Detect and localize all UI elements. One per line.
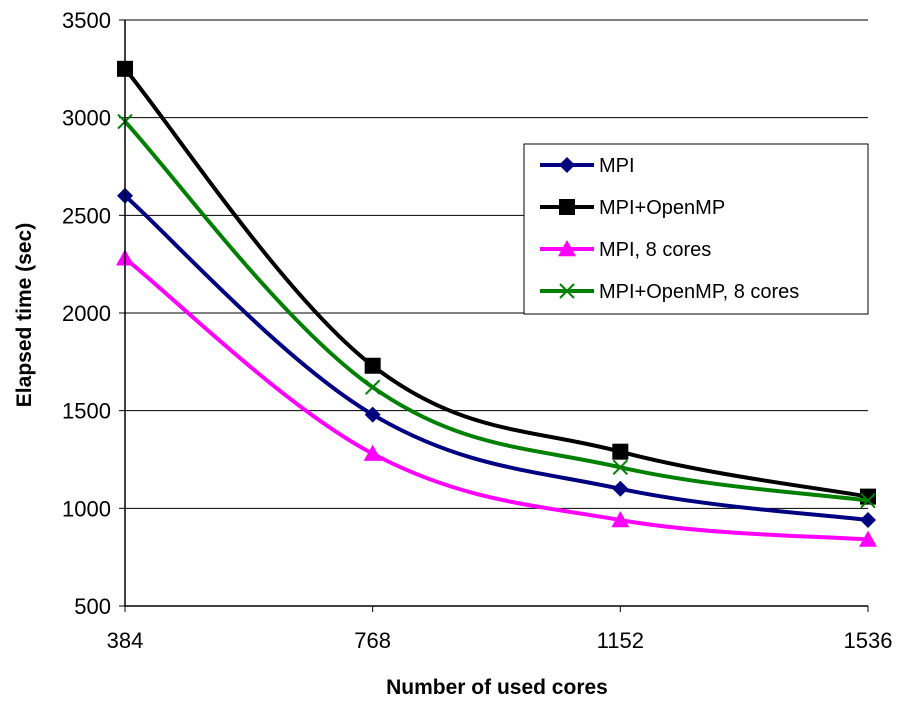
y-tick-label: 500 xyxy=(74,594,111,619)
y-tick-label: 1000 xyxy=(62,496,111,521)
x-axis-title: Number of used cores xyxy=(386,676,608,699)
data-point xyxy=(364,379,381,395)
data-point xyxy=(612,459,629,476)
y-tick-label: 1500 xyxy=(62,399,111,424)
legend-label: MPI+OpenMP, 8 cores xyxy=(599,281,799,303)
legend-label: MPI, 8 cores xyxy=(599,239,711,261)
legend-box xyxy=(523,143,869,315)
y-axis-ticks: 500 1000 1500 2000 2500 3000 3500 xyxy=(62,8,125,619)
data-point xyxy=(612,443,629,460)
data-point xyxy=(364,357,381,374)
series-line xyxy=(123,256,869,542)
legend-item: MPI+OpenMP xyxy=(540,197,725,219)
x-axis-ticks: 384 768 1152 1536 xyxy=(107,606,893,653)
data-point xyxy=(611,511,630,528)
legend-item: MPI, 8 cores xyxy=(540,239,711,261)
legend: MPI MPI+OpenMP MPI, 8 cores MPI+OpenMP, 8 c… xyxy=(523,143,869,315)
data-point xyxy=(860,492,876,509)
data-point xyxy=(859,530,877,547)
data-point xyxy=(860,488,876,505)
x-tick-label: 1536 xyxy=(844,628,893,653)
x-tick-label: 1152 xyxy=(597,628,644,653)
series-mpi-openmp xyxy=(117,60,876,505)
x-tick-label: 768 xyxy=(354,628,391,653)
axes xyxy=(124,20,868,607)
x-tick-label: 384 xyxy=(107,628,144,653)
y-tick-label: 3000 xyxy=(62,106,111,131)
legend-marker xyxy=(559,283,575,299)
series-line xyxy=(123,120,869,503)
data-point xyxy=(363,444,382,461)
series-line xyxy=(123,67,869,499)
data-point xyxy=(860,512,876,529)
series-line xyxy=(123,194,869,523)
legend-marker xyxy=(558,240,576,257)
legend-marker xyxy=(559,157,575,173)
legend-marker xyxy=(559,199,575,215)
series-group xyxy=(116,60,877,547)
legend-item: MPI xyxy=(540,155,635,177)
y-tick-label: 2500 xyxy=(62,203,111,228)
y-axis-title: Elapsed time (sec) xyxy=(13,223,36,407)
data-point xyxy=(364,406,381,423)
legend-item: MPI+OpenMP, 8 cores xyxy=(540,281,799,303)
data-point xyxy=(612,480,629,497)
legend-label: MPI+OpenMP xyxy=(599,197,725,219)
legend-label: MPI xyxy=(599,155,635,177)
y-tick-label: 3500 xyxy=(62,8,111,33)
y-tick-label: 2000 xyxy=(62,301,111,326)
